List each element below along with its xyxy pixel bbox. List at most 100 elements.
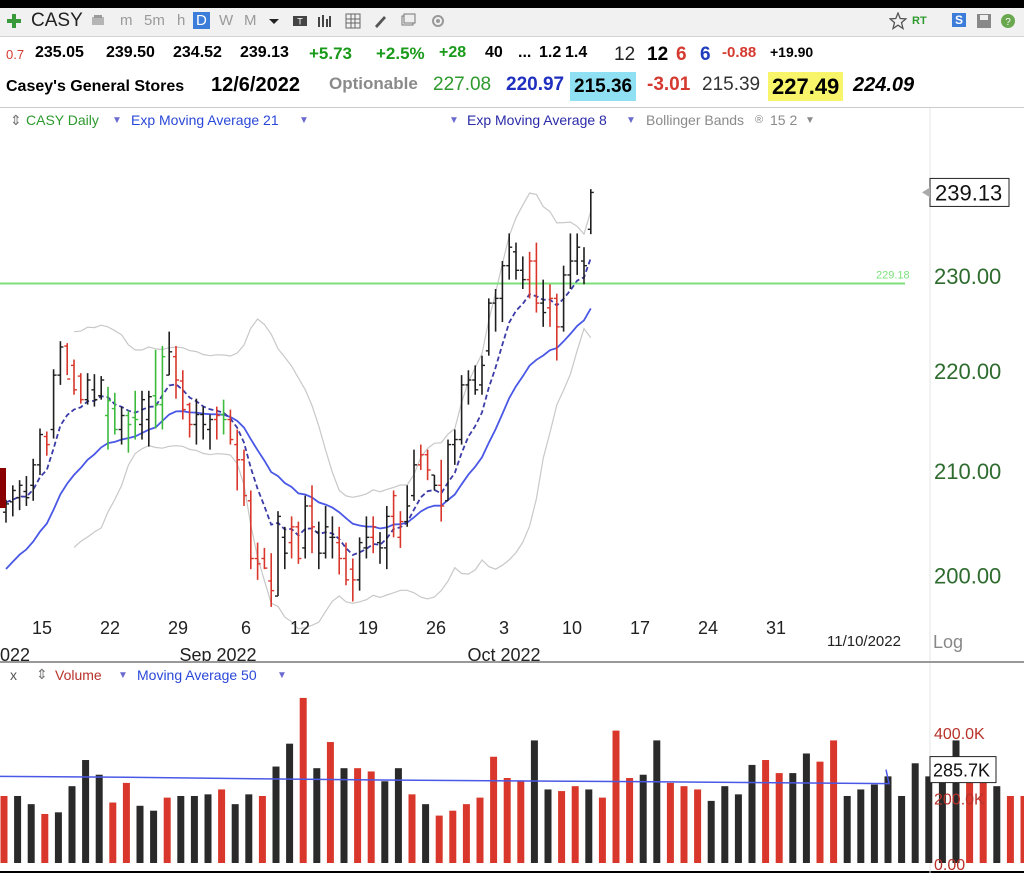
x-tick-label: 3	[499, 618, 509, 638]
ohlc-bar	[295, 522, 301, 564]
text-tool-icon[interactable]: T	[292, 13, 308, 29]
x-tick-label: 19	[358, 618, 378, 638]
volume-bar	[844, 796, 851, 863]
rt-icon[interactable]: RT	[912, 15, 927, 27]
scale-label: Log	[933, 632, 963, 652]
ohlc-bar	[384, 506, 390, 569]
x-tick-label: 12	[290, 618, 310, 638]
ohlc-bar	[125, 411, 131, 453]
volume-bar	[898, 796, 905, 863]
pencil-icon[interactable]	[372, 13, 388, 29]
ohlc-bar	[30, 459, 36, 501]
volume-bar	[368, 771, 375, 863]
layout-icon[interactable]	[400, 13, 416, 29]
ohlc-bar	[350, 559, 356, 602]
volume-y-tick-label: 400.0K	[934, 726, 985, 743]
volume-bar	[817, 762, 824, 863]
ohlc-bar	[397, 511, 403, 548]
left-edge-marker	[0, 468, 6, 508]
save-icon[interactable]	[976, 13, 992, 29]
dropdown-icon[interactable]	[266, 13, 282, 29]
ohlc-bar	[309, 485, 315, 553]
y-tick-label: 200.00	[934, 564, 1001, 589]
ohlc-bar	[486, 298, 492, 355]
volume-bar	[422, 804, 429, 863]
volume-bar	[749, 765, 756, 863]
volume-bar	[572, 786, 579, 863]
svg-text:T: T	[297, 17, 303, 27]
quote-field-9: 224.09	[853, 74, 914, 97]
s-icon[interactable]: S	[952, 13, 966, 27]
star-icon[interactable]	[889, 12, 907, 30]
interval-hour[interactable]: h	[177, 12, 185, 29]
bar-type-icon[interactable]	[316, 13, 332, 29]
interval-5min[interactable]: 5m	[144, 12, 165, 29]
ohlc-bar	[472, 365, 478, 394]
quote-value-11: 1.4	[565, 44, 587, 62]
y-tick-label: 210.00	[934, 459, 1001, 484]
volume-bar	[1021, 796, 1024, 863]
ohlc-bar	[105, 387, 111, 450]
volume-bar	[463, 804, 470, 863]
volume-bar	[585, 789, 592, 863]
ohlc-bar	[581, 247, 587, 284]
quote-field-7: 215.39	[702, 74, 760, 96]
x-tick-label: 10	[562, 618, 582, 638]
quote-field-5: 215.36	[570, 72, 636, 101]
interval-minute[interactable]: m	[120, 12, 133, 29]
volume-bar	[1007, 796, 1014, 863]
ohlc-bar	[17, 480, 23, 510]
volume-bar	[667, 783, 674, 863]
plus-icon[interactable]	[6, 13, 22, 29]
volume-bar	[137, 806, 144, 863]
volume-bar	[885, 776, 892, 863]
volume-bar	[558, 791, 565, 863]
volume-bar	[912, 763, 919, 863]
volume-bar	[789, 773, 796, 863]
x-month-label: 2022	[0, 645, 30, 661]
interval-monthly[interactable]: M	[244, 12, 257, 29]
volume-bar	[1, 796, 8, 863]
quote-value-13: 12	[647, 44, 668, 66]
ohlc-bar	[37, 429, 43, 476]
help-icon[interactable]: ?	[1000, 13, 1016, 29]
ohlc-bar	[418, 445, 424, 470]
interval-daily[interactable]: D	[193, 12, 210, 29]
x-tick-label: 31	[766, 618, 786, 638]
settings-icon[interactable]	[430, 13, 446, 29]
chart-settings-icon[interactable]	[90, 13, 106, 29]
ohlc-bar	[540, 280, 546, 327]
volume-bar	[205, 794, 212, 863]
bollinger-upper-line	[74, 193, 591, 497]
volume-bar	[708, 801, 715, 863]
quote-value-2: 239.50	[106, 44, 155, 62]
quote-value-8: 40	[485, 44, 503, 62]
quote-field-3: 227.08	[433, 74, 491, 96]
ohlc-bar	[493, 289, 499, 332]
ohlc-bar	[146, 391, 152, 447]
quote-value-14: 6	[676, 44, 687, 66]
volume-bar	[653, 740, 660, 863]
x-tick-label: 17	[630, 618, 650, 638]
x-month-label: Sep 2022	[179, 645, 256, 661]
interval-weekly[interactable]: W	[219, 12, 233, 29]
ohlc-bar	[363, 516, 369, 558]
ohlc-bar	[193, 399, 199, 445]
volume-bar	[69, 786, 76, 863]
ohlc-bar	[221, 400, 227, 435]
symbol-input[interactable]: CASY	[31, 10, 83, 32]
quote-value-1: 235.05	[35, 44, 84, 62]
volume-bar	[164, 798, 171, 863]
x-tick-label: 22	[100, 618, 120, 638]
ohlc-bar	[282, 527, 288, 569]
ohlc-bar	[173, 346, 179, 399]
volume-bar	[694, 789, 701, 863]
grid-icon[interactable]	[345, 13, 361, 29]
volume-bar	[123, 783, 130, 863]
ohlc-bar	[132, 391, 138, 440]
date-label: 11/10/2022	[827, 633, 901, 650]
ohlc-bar	[57, 341, 63, 385]
volume-bar	[925, 776, 932, 863]
